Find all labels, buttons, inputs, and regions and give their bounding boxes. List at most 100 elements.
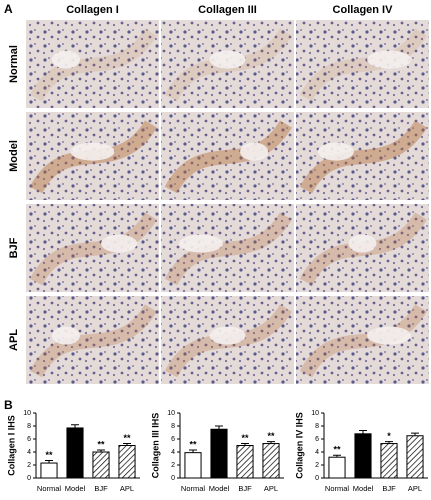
x-tick-label: BJF	[94, 484, 108, 493]
row-label: Model	[8, 140, 20, 172]
significance-label: **	[123, 433, 131, 443]
micrograph	[26, 204, 159, 292]
column-header: Collagen I	[66, 4, 119, 16]
collagen-stain	[299, 28, 427, 102]
significance-label: **	[189, 439, 197, 449]
y-tick-label: 8	[315, 423, 319, 430]
lumen	[240, 142, 269, 161]
y-tick-label: 6	[171, 436, 175, 443]
lumen	[367, 50, 412, 69]
x-tick-label: Model	[353, 484, 374, 493]
y-tick-label: 2	[27, 462, 31, 469]
error-bar	[189, 449, 197, 453]
bar	[40, 462, 58, 479]
y-tick-label: 4	[27, 449, 31, 456]
y-tick-label: 8	[171, 423, 175, 430]
x-tick-label: BJF	[238, 484, 252, 493]
significance-label: **	[333, 445, 341, 455]
x-tick-label: Model	[209, 484, 230, 493]
bar	[262, 443, 280, 479]
bar	[66, 427, 84, 479]
collagen-stain	[299, 304, 427, 378]
y-tick-label: 10	[23, 410, 31, 417]
bar	[354, 433, 372, 479]
y-axis-label: Collagen I IHS	[6, 415, 16, 476]
error-bar	[359, 430, 367, 434]
y-tick-label: 0	[315, 475, 319, 482]
significance-label: **	[97, 439, 105, 449]
bar	[380, 443, 398, 479]
x-tick-label: Model	[65, 484, 86, 493]
lumen	[101, 234, 138, 253]
micrograph	[296, 112, 429, 200]
column-header: Collagen IV	[333, 4, 394, 16]
y-tick-label: 2	[171, 462, 175, 469]
error-bar	[45, 459, 53, 464]
y-tick-label: 8	[27, 423, 31, 430]
row-label: APL	[8, 329, 20, 351]
y-tick-label: 6	[27, 436, 31, 443]
y-tick-label: 0	[171, 475, 175, 482]
error-bar	[385, 441, 393, 444]
lumen	[178, 234, 223, 253]
bar	[118, 445, 136, 479]
bar	[406, 435, 424, 479]
x-tick-label: APL	[120, 484, 134, 493]
collagen-stain	[29, 212, 157, 286]
x-tick-label: BJF	[382, 484, 396, 493]
row-label: BJF	[8, 237, 20, 258]
y-tick-label: 4	[315, 449, 319, 456]
bar	[92, 451, 110, 479]
error-bar	[123, 443, 131, 446]
error-bar	[267, 441, 275, 444]
error-bar	[411, 432, 419, 436]
panel-label: A	[4, 2, 13, 16]
y-tick-label: 10	[311, 410, 319, 417]
bar	[236, 445, 254, 479]
x-tick-label: Normal	[37, 484, 62, 493]
error-bar	[215, 425, 223, 430]
bar	[210, 428, 228, 479]
y-tick-label: 2	[315, 462, 319, 469]
micrograph	[161, 112, 294, 200]
x-tick-label: Normal	[181, 484, 206, 493]
lumen	[70, 142, 115, 161]
collagen-stain	[29, 28, 157, 102]
y-axis-label: Collagen IV IHS	[294, 412, 304, 479]
significance-label: **	[45, 450, 53, 460]
panel-label: B	[4, 398, 13, 412]
significance-label: **	[267, 431, 275, 441]
error-bar	[97, 449, 105, 452]
error-bar	[71, 424, 79, 428]
column-header: Collagen III	[198, 4, 257, 16]
x-tick-label: Normal	[325, 484, 350, 493]
lumen	[209, 326, 246, 345]
micrograph	[26, 20, 159, 108]
lumen	[51, 326, 80, 345]
error-bar	[333, 454, 341, 458]
x-tick-label: APL	[264, 484, 278, 493]
collagen-stain	[164, 120, 292, 194]
collagen-stain	[299, 120, 427, 194]
y-tick-label: 0	[27, 475, 31, 482]
y-tick-label: 10	[167, 410, 175, 417]
micrograph	[26, 296, 159, 384]
y-tick-label: 6	[315, 436, 319, 443]
lumen	[348, 234, 377, 253]
x-tick-label: APL	[408, 484, 422, 493]
significance-label: **	[241, 433, 249, 443]
lumen	[51, 50, 80, 69]
significance-label: *	[387, 431, 391, 441]
lumen	[317, 142, 354, 161]
collagen-stain	[164, 212, 292, 286]
lumen	[367, 326, 412, 345]
row-label: Normal	[8, 45, 20, 83]
error-bar	[241, 443, 249, 446]
collagen-stain	[29, 304, 157, 378]
y-tick-label: 4	[171, 449, 175, 456]
bar	[184, 452, 202, 479]
bar	[328, 456, 346, 479]
y-axis-label: Collagen III IHS	[150, 413, 160, 479]
lumen	[209, 50, 246, 69]
